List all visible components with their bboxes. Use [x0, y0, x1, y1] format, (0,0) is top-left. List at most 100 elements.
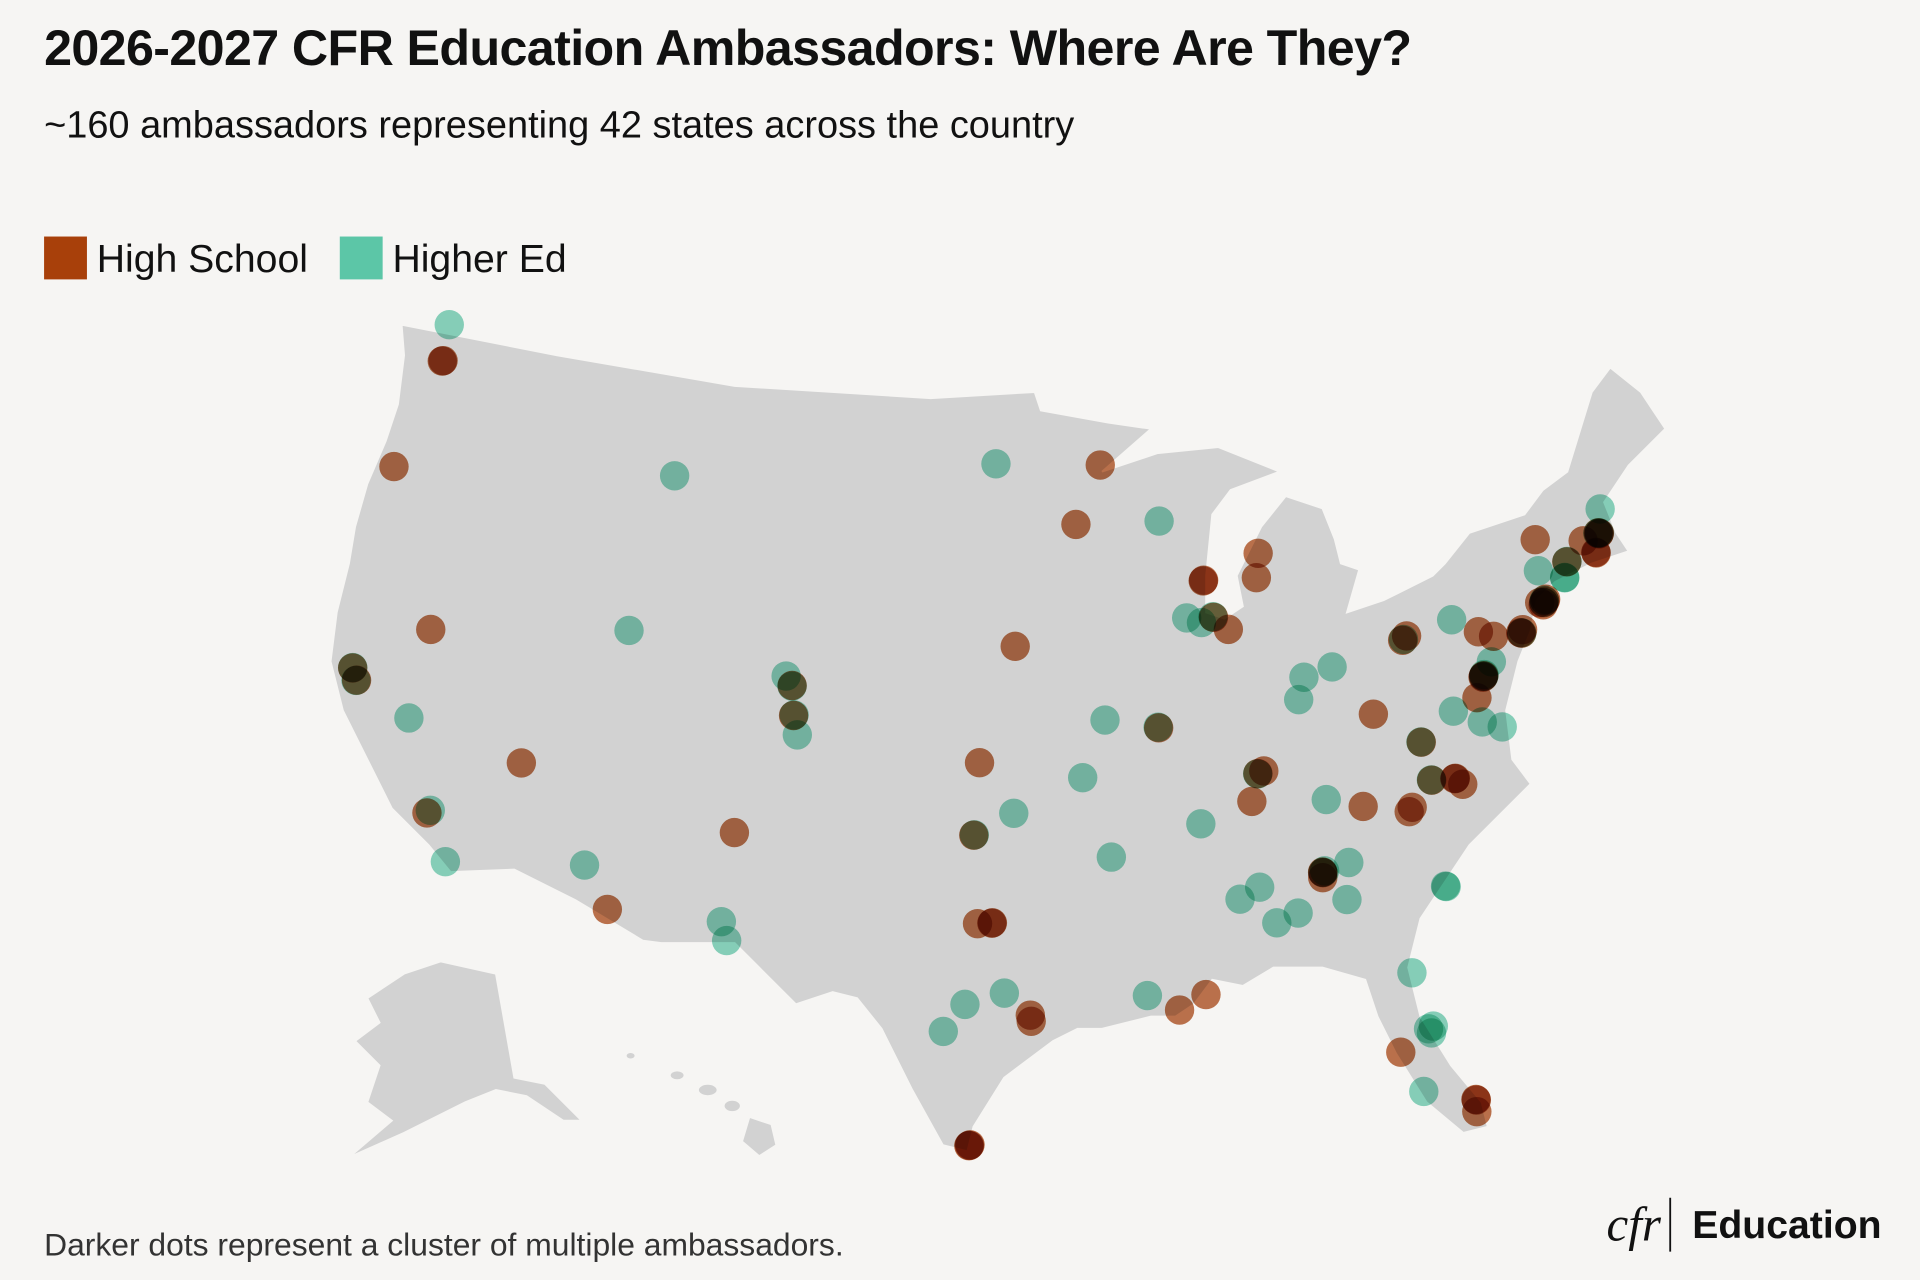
ambassador-dot	[1436, 605, 1467, 635]
ambassador-dot	[954, 1131, 984, 1161]
logo-text: Education	[1692, 1204, 1881, 1247]
chart-subtitle: ~160 ambassadors representing 42 states …	[44, 104, 1074, 146]
island	[740, 1115, 778, 1158]
ambassador-dot	[614, 615, 644, 646]
island	[668, 1069, 686, 1082]
ambassador-dot	[1583, 518, 1613, 548]
ambassador-dot	[777, 671, 807, 701]
ambassador-dot	[1000, 631, 1030, 662]
ambassador-dot	[415, 795, 445, 826]
ambassador-dot	[1334, 847, 1364, 878]
ambassador-dot	[416, 614, 446, 645]
ambassador-dot	[1487, 712, 1517, 742]
ambassador-dot	[1585, 494, 1615, 524]
ambassador-dot	[1448, 769, 1478, 799]
ambassador-dot	[569, 850, 600, 880]
ambassador-dot	[782, 720, 813, 750]
ambassador-dot	[592, 894, 623, 925]
legend-swatch	[339, 236, 383, 280]
ambassador-dot	[1476, 647, 1507, 677]
ambassador-dot	[434, 310, 464, 340]
ambassador-dot	[379, 451, 409, 482]
ambassador-dot	[1430, 871, 1461, 901]
ambassador-dot	[1143, 712, 1173, 742]
ambassador-dot	[1237, 786, 1267, 817]
legend-swatch	[44, 236, 87, 280]
ambassador-dot	[1096, 842, 1127, 872]
ambassador-dot	[999, 798, 1029, 828]
ambassador-dot	[1388, 624, 1419, 655]
ambassador-dot	[430, 847, 461, 877]
ambassador-dot	[1144, 506, 1174, 536]
dot-layer	[337, 310, 1615, 1161]
ambassador-dot	[1406, 727, 1436, 757]
ambassador-dot	[1397, 792, 1427, 822]
ambassador-dot	[1067, 762, 1098, 793]
ambassador-dot	[1243, 538, 1273, 569]
ambassador-dot	[1523, 556, 1554, 586]
ambassador-dot	[1244, 872, 1275, 902]
ambassador-dot	[1409, 1076, 1439, 1107]
ambassador-dot	[1090, 705, 1120, 735]
ambassador-dot	[1478, 621, 1509, 651]
ambassador-dot	[1529, 585, 1560, 615]
map-base	[329, 323, 1667, 1159]
legend: High School Higher Ed	[44, 236, 567, 281]
ambassador-dot	[1164, 995, 1195, 1025]
ambassador-dot	[962, 908, 993, 939]
ambassador-dot	[1289, 662, 1319, 692]
ambassador-dot	[1462, 1096, 1492, 1127]
ambassador-dot	[428, 345, 458, 376]
ambassador-dot	[1438, 696, 1469, 726]
ambassador-dot	[341, 665, 371, 696]
ambassador-dot	[1416, 765, 1447, 795]
ambassador-dot	[1317, 652, 1347, 682]
ambassador-dot	[1507, 618, 1537, 648]
ambassador-dot	[1132, 980, 1163, 1011]
ambassador-dot	[964, 748, 995, 778]
island	[722, 1098, 742, 1113]
ambassador-dot	[989, 978, 1020, 1008]
ambassador-dot	[1191, 979, 1221, 1010]
contiguous-us	[329, 323, 1667, 1153]
ambassador-dot	[1549, 563, 1580, 593]
ambassador-dot	[1348, 791, 1378, 822]
legend-label: Higher Ed	[392, 238, 566, 281]
ambassador-dot	[1397, 958, 1427, 988]
hawaii	[624, 1051, 778, 1158]
ambassador-dot	[719, 817, 750, 848]
island	[624, 1051, 637, 1061]
ambassador-dot	[959, 820, 990, 850]
ambassador-dot	[1061, 509, 1091, 540]
ambassador-dot	[394, 703, 424, 733]
ambassador-dot	[1416, 1018, 1447, 1048]
ambassador-dot	[1186, 809, 1216, 839]
footnote: Darker dots represent a cluster of multi…	[44, 1226, 844, 1262]
ambassador-dot	[659, 461, 690, 491]
ambassador-dot	[1358, 699, 1389, 729]
ambassador-dot	[1332, 884, 1362, 915]
island	[697, 1082, 719, 1098]
ambassador-dot	[1188, 566, 1218, 596]
ambassador-dot	[1520, 524, 1550, 555]
logo-mark: cfr	[1607, 1197, 1662, 1252]
ambassador-dot	[928, 1016, 958, 1047]
ambassador-dot	[1311, 784, 1341, 815]
ambassador-dot	[1309, 856, 1340, 886]
ambassador-dot	[1015, 1000, 1046, 1030]
alaska	[348, 960, 584, 1159]
ambassador-dot	[1283, 898, 1313, 928]
ambassador-dot	[506, 748, 537, 778]
legend-label: High School	[97, 238, 308, 281]
ambassador-dot	[981, 449, 1011, 479]
ambassador-dot	[1085, 450, 1115, 480]
ambassador-dot	[1386, 1037, 1416, 1067]
chart-title: 2026-2027 CFR Education Ambassadors: Whe…	[44, 20, 1411, 76]
ambassador-dot	[1241, 563, 1272, 593]
ambassador-dot	[950, 989, 980, 1020]
ambassador-dot	[1283, 684, 1314, 715]
ambassador-dot	[1242, 759, 1273, 789]
ambassador-dot	[711, 925, 742, 956]
ambassador-dot	[1198, 602, 1228, 632]
